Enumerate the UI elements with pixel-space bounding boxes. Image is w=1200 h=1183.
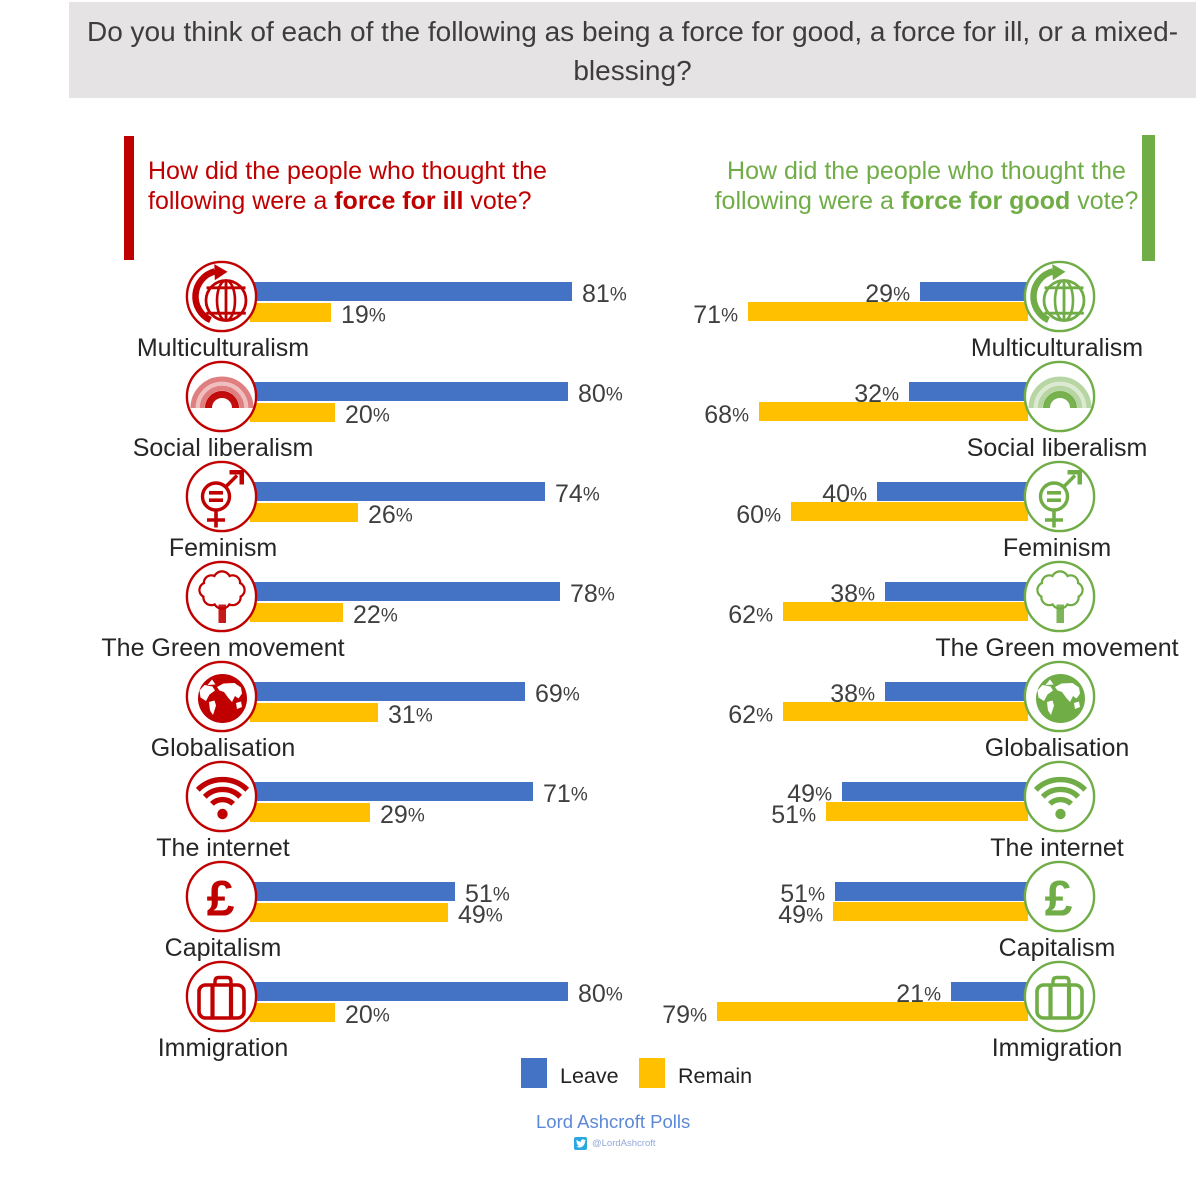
svg-text:£: £ bbox=[1045, 871, 1073, 927]
svg-text:£: £ bbox=[207, 871, 235, 927]
